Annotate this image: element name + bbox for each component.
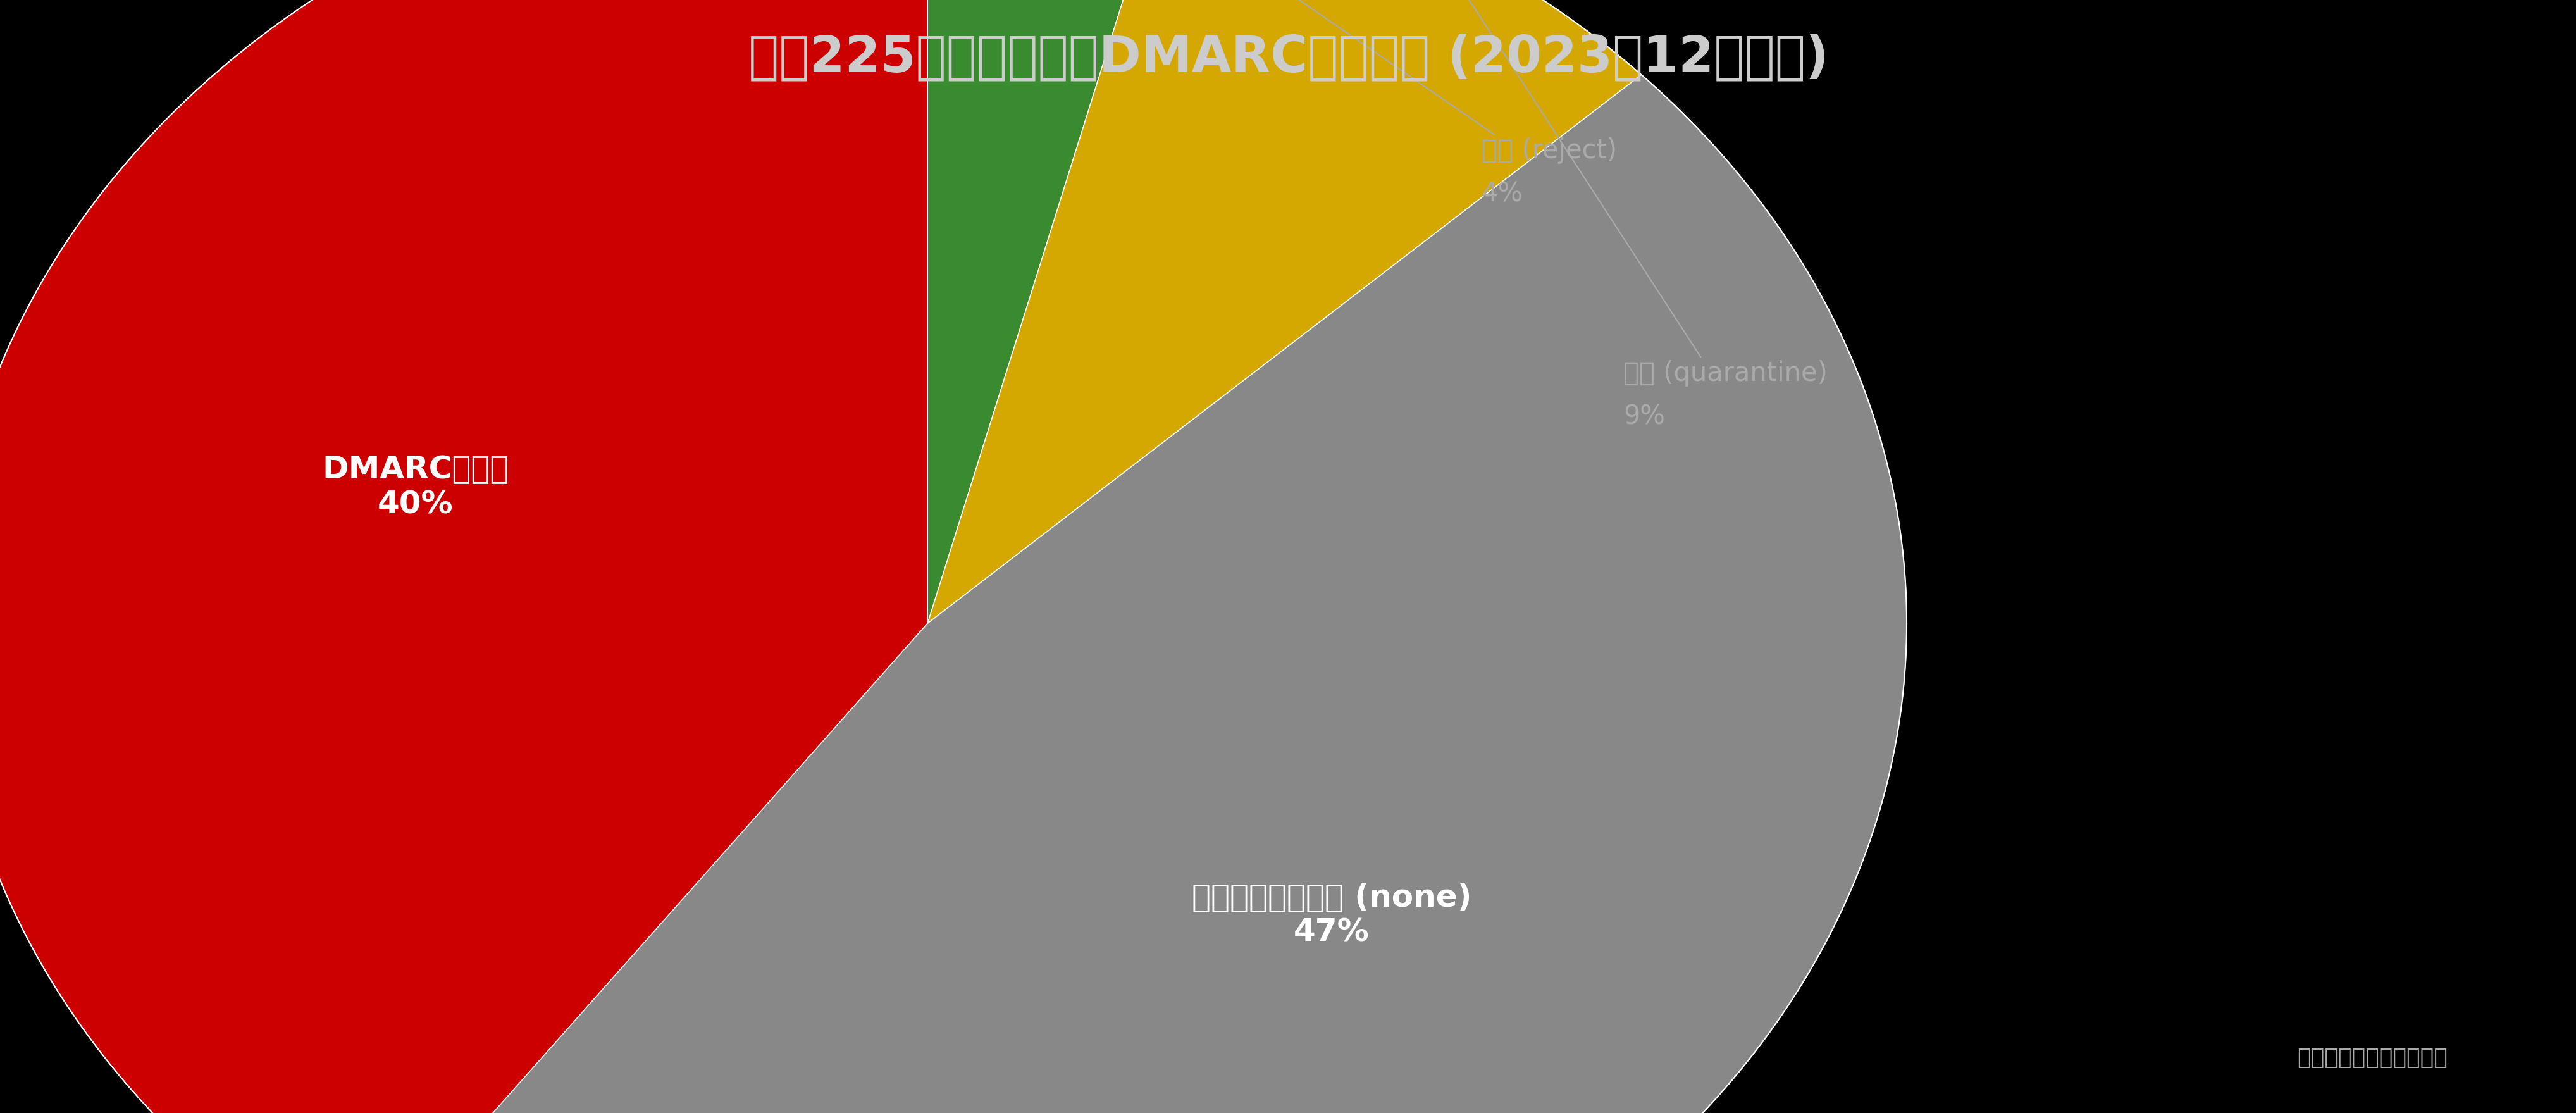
Text: DMARC未導入
40%: DMARC未導入 40% bbox=[322, 454, 507, 520]
Polygon shape bbox=[927, 0, 1641, 623]
Text: 日経225企業におけるDMARC導入状況 (2023年12月調査): 日経225企業におけるDMARC導入状況 (2023年12月調査) bbox=[747, 33, 1829, 82]
Polygon shape bbox=[0, 0, 927, 1113]
Text: モニタリングのみ (none)
47%: モニタリングのみ (none) 47% bbox=[1190, 881, 1471, 947]
Polygon shape bbox=[353, 75, 1906, 1113]
Text: 出典：プルーフポイント: 出典：プルーフポイント bbox=[2298, 1047, 2447, 1068]
Text: 隔離 (quarantine)
9%: 隔離 (quarantine) 9% bbox=[1427, 0, 1826, 430]
Polygon shape bbox=[927, 0, 1172, 623]
Text: 拒否 (reject)
4%: 拒否 (reject) 4% bbox=[1051, 0, 1618, 207]
